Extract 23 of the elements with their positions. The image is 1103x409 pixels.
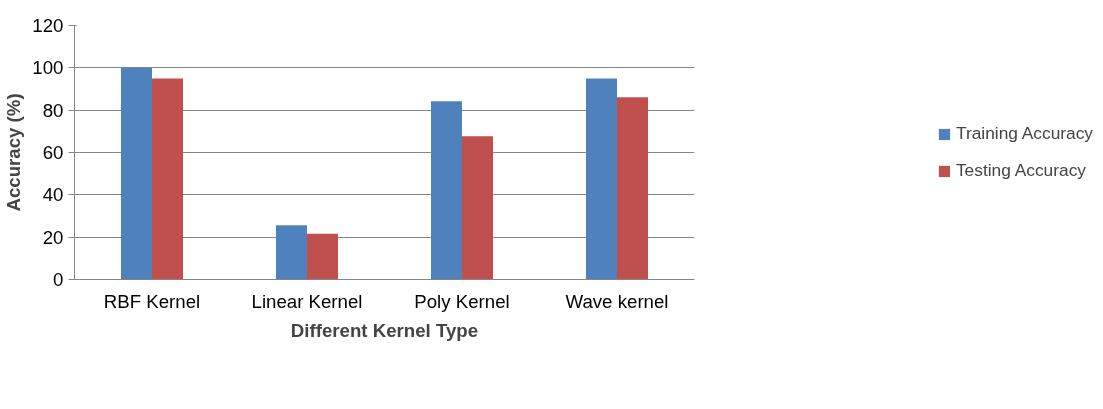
x-tick-label: Poly Kernel	[414, 290, 510, 312]
bar	[431, 101, 462, 280]
legend-label: Training Accuracy	[955, 123, 1094, 144]
y-tick-label: 40	[42, 184, 64, 206]
y-tick-label: 100	[32, 57, 64, 79]
bar	[617, 97, 648, 280]
bar	[307, 233, 338, 280]
x-tick-label: Wave kernel	[565, 290, 669, 312]
bar	[462, 136, 493, 280]
y-tick-label: 0	[53, 269, 64, 290]
bar	[586, 78, 617, 280]
y-axis-title: Accuracy (%)	[3, 93, 25, 212]
legend-label: Testing Accuracy	[955, 160, 1086, 181]
y-tick-label: 20	[42, 226, 64, 248]
bar	[121, 67, 152, 280]
bar	[152, 78, 183, 280]
x-axis-title: Different Kernel Type	[290, 319, 479, 341]
y-tick-label: 80	[42, 99, 64, 121]
x-tick-label: RBF Kernel	[103, 290, 201, 312]
y-tick-label: 60	[42, 142, 64, 163]
y-tick-label: 120	[32, 15, 64, 36]
x-tick-label: Linear Kernel	[251, 290, 363, 312]
bar	[276, 225, 307, 280]
